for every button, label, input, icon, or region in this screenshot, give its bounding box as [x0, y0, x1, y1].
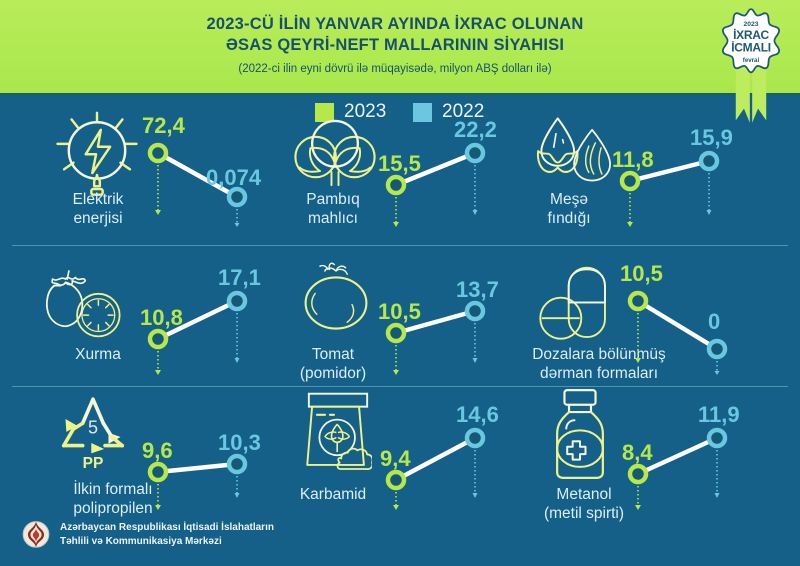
svg-text:fevral: fevral [743, 57, 760, 64]
svg-text:0: 0 [708, 309, 720, 334]
svg-text:8,4: 8,4 [622, 440, 653, 465]
svg-text:10,8: 10,8 [140, 305, 183, 330]
svg-text:15,9: 15,9 [690, 125, 733, 150]
svg-text:10,3: 10,3 [218, 430, 261, 455]
svg-text:PP: PP [83, 455, 104, 472]
svg-text:11,9: 11,9 [698, 402, 740, 427]
svg-text:22,2: 22,2 [454, 117, 497, 142]
svg-text:10,5: 10,5 [620, 261, 663, 286]
svg-text:2023: 2023 [744, 21, 759, 28]
svg-text:17,1: 17,1 [218, 265, 261, 290]
svg-text:9,6: 9,6 [142, 438, 173, 463]
svg-text:15,5: 15,5 [378, 151, 421, 176]
svg-text:72,4: 72,4 [142, 113, 186, 138]
svg-text:9,4: 9,4 [380, 446, 411, 471]
svg-text:13,7: 13,7 [456, 277, 499, 302]
svg-text:10,5: 10,5 [378, 299, 421, 324]
svg-text:0,074: 0,074 [206, 165, 262, 190]
svg-text:11,8: 11,8 [612, 147, 654, 172]
svg-text:14,6: 14,6 [456, 402, 499, 427]
svg-text:5: 5 [88, 418, 98, 438]
svg-text:İCMALI: İCMALI [731, 39, 771, 54]
